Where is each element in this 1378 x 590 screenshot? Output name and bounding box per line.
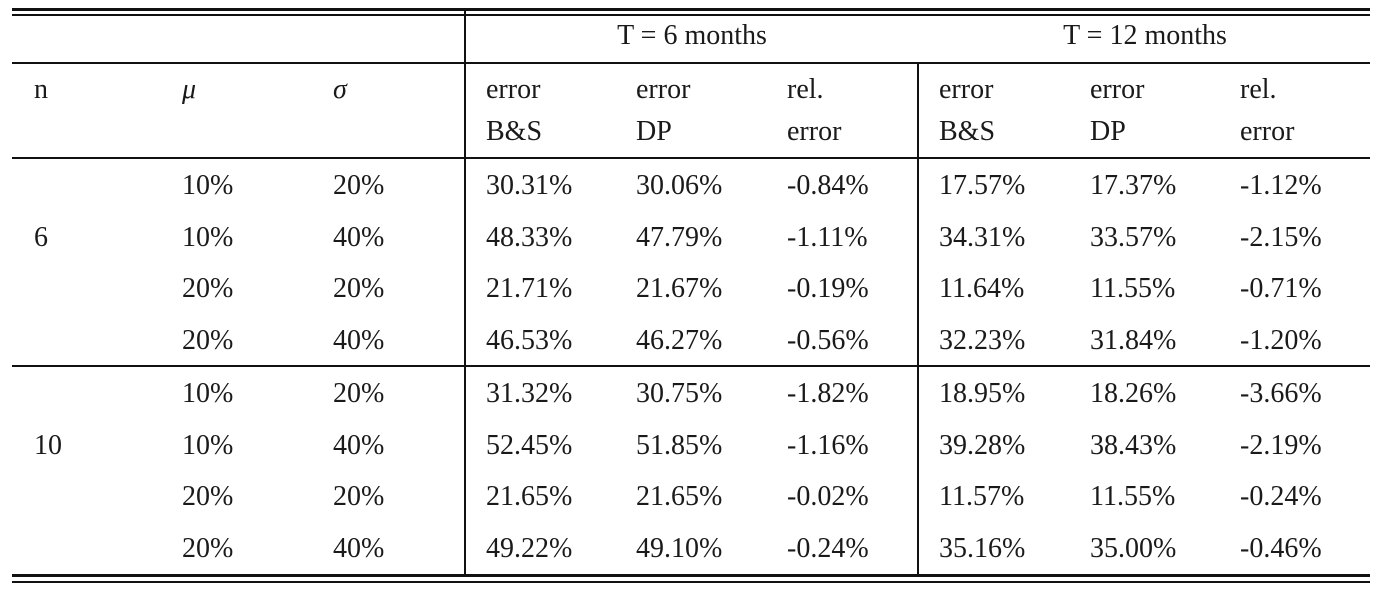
cell-mu: 20% (182, 273, 234, 304)
vertical-rule-1 (464, 11, 466, 574)
cell-error-dp-12m: 31.84% (1090, 325, 1177, 356)
cell-error-dp-12m: 11.55% (1090, 273, 1176, 304)
col-header-rel-error-12m-line2: error (1240, 116, 1295, 147)
cell-error-bs-6m: 48.33% (486, 222, 573, 253)
cell-rel-error-6m: -0.02% (787, 481, 869, 512)
cell-rel-error-12m: -2.19% (1240, 430, 1322, 461)
cell-mu: 10% (182, 430, 234, 461)
cell-error-dp-12m: 33.57% (1090, 222, 1177, 253)
cell-sigma: 20% (333, 378, 385, 409)
col-header-mu: μ (182, 74, 197, 105)
bottom-rule-2 (12, 581, 1370, 583)
cell-rel-error-12m: -0.71% (1240, 273, 1322, 304)
cell-error-bs-6m: 30.31% (486, 170, 573, 201)
cell-rel-error-12m: -1.20% (1240, 325, 1322, 356)
cell-sigma: 20% (333, 273, 385, 304)
col-header-error-dp-12m-line2: DP (1090, 116, 1126, 147)
cell-mu: 20% (182, 533, 234, 564)
cell-sigma: 20% (333, 170, 385, 201)
cell-error-dp-6m: 21.65% (636, 481, 723, 512)
cell-error-dp-6m: 47.79% (636, 222, 723, 253)
cell-rel-error-12m: -0.24% (1240, 481, 1322, 512)
cell-error-dp-6m: 30.06% (636, 170, 723, 201)
cell-error-bs-6m: 31.32% (486, 378, 573, 409)
col-header-n: n (34, 74, 48, 105)
group-header-12-months: T = 12 months (1063, 20, 1227, 51)
cell-rel-error-12m: -0.46% (1240, 533, 1322, 564)
block-n-10: 10 (34, 430, 62, 461)
cell-error-bs-12m: 35.16% (939, 533, 1026, 564)
cell-error-dp-6m: 49.10% (636, 533, 723, 564)
cell-error-bs-12m: 39.28% (939, 430, 1026, 461)
cell-error-bs-12m: 17.57% (939, 170, 1026, 201)
cell-mu: 10% (182, 170, 234, 201)
col-header-error-bs-12m-line1: error (939, 74, 994, 105)
cell-error-dp-12m: 11.55% (1090, 481, 1176, 512)
cell-rel-error-12m: -2.15% (1240, 222, 1322, 253)
cell-rel-error-6m: -1.82% (787, 378, 869, 409)
cell-mu: 10% (182, 378, 234, 409)
cell-error-dp-6m: 46.27% (636, 325, 723, 356)
cell-sigma: 40% (333, 325, 385, 356)
cell-sigma: 40% (333, 222, 385, 253)
cell-error-bs-12m: 11.57% (939, 481, 1025, 512)
block-divider-rule (12, 365, 1370, 367)
cell-rel-error-12m: -1.12% (1240, 170, 1322, 201)
col-header-sigma: σ (333, 74, 347, 105)
cell-rel-error-6m: -1.11% (787, 222, 868, 253)
cell-rel-error-6m: -1.16% (787, 430, 869, 461)
cell-error-dp-6m: 21.67% (636, 273, 723, 304)
cell-error-bs-6m: 21.65% (486, 481, 573, 512)
cell-sigma: 20% (333, 481, 385, 512)
col-header-error-dp-6m-line1: error (636, 74, 691, 105)
cell-error-bs-6m: 52.45% (486, 430, 573, 461)
bottom-rule-1 (12, 574, 1370, 577)
cell-rel-error-6m: -0.56% (787, 325, 869, 356)
cell-sigma: 40% (333, 533, 385, 564)
cell-error-dp-6m: 30.75% (636, 378, 723, 409)
cell-error-bs-6m: 21.71% (486, 273, 573, 304)
cell-error-dp-12m: 18.26% (1090, 378, 1177, 409)
cell-error-bs-12m: 18.95% (939, 378, 1026, 409)
cell-error-dp-12m: 35.00% (1090, 533, 1177, 564)
cell-sigma: 40% (333, 430, 385, 461)
block-n-6: 6 (34, 222, 48, 253)
cell-mu: 10% (182, 222, 234, 253)
cell-mu: 20% (182, 325, 234, 356)
cell-error-dp-6m: 51.85% (636, 430, 723, 461)
cell-error-dp-12m: 17.37% (1090, 170, 1177, 201)
col-header-rule (12, 157, 1370, 159)
col-header-rel-error-12m-line1: rel. (1240, 74, 1277, 105)
col-header-error-dp-12m-line1: error (1090, 74, 1145, 105)
col-header-rel-error-6m-line1: rel. (787, 74, 824, 105)
col-header-error-bs-12m-line2: B&S (939, 116, 996, 147)
top-rule-1 (12, 8, 1370, 11)
col-header-error-bs-6m-line1: error (486, 74, 541, 105)
cell-rel-error-6m: -0.84% (787, 170, 869, 201)
cell-error-bs-12m: 32.23% (939, 325, 1026, 356)
cell-error-dp-12m: 38.43% (1090, 430, 1177, 461)
cell-error-bs-6m: 46.53% (486, 325, 573, 356)
col-header-rel-error-6m-line2: error (787, 116, 842, 147)
group-header-6-months: T = 6 months (617, 20, 767, 51)
cell-error-bs-6m: 49.22% (486, 533, 573, 564)
col-header-error-bs-6m-line2: B&S (486, 116, 543, 147)
top-rule-2 (12, 14, 1370, 16)
cell-rel-error-6m: -0.24% (787, 533, 869, 564)
cell-error-bs-12m: 11.64% (939, 273, 1025, 304)
cell-rel-error-12m: -3.66% (1240, 378, 1322, 409)
cell-rel-error-6m: -0.19% (787, 273, 869, 304)
col-header-error-dp-6m-line2: DP (636, 116, 672, 147)
group-header-rule (12, 62, 1370, 64)
vertical-rule-2 (917, 64, 919, 574)
cell-error-bs-12m: 34.31% (939, 222, 1026, 253)
cell-mu: 20% (182, 481, 234, 512)
